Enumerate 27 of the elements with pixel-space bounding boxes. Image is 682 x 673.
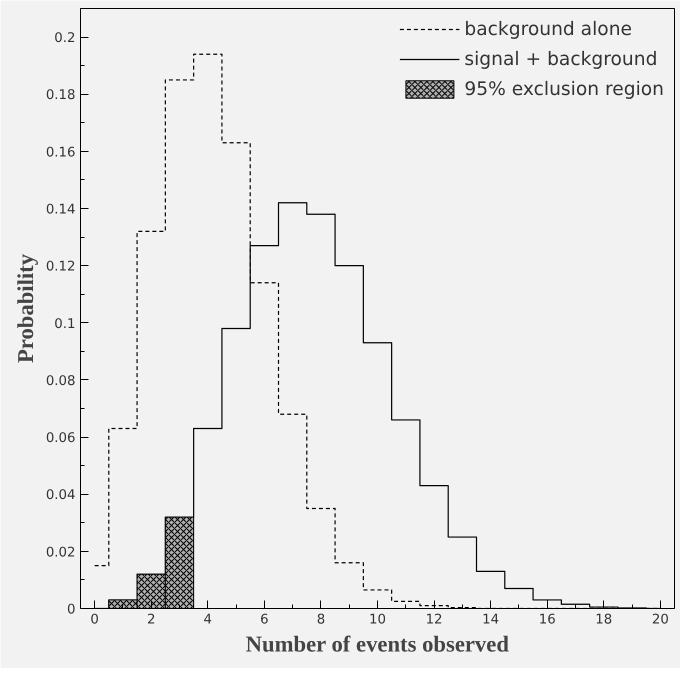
x-tick-label: 20	[652, 612, 669, 628]
y-tick-label: 0.12	[46, 260, 76, 275]
legend-label: background alone	[464, 18, 632, 40]
y-axis-title: Probability	[12, 253, 38, 364]
x-tick-label: 18	[595, 612, 612, 628]
legend-label: signal + background	[464, 48, 658, 70]
x-tick-label: 16	[538, 612, 556, 628]
y-tick-label: 0.08	[46, 374, 76, 389]
y-tick-label: 0.2	[54, 31, 76, 46]
x-tick-label: 4	[204, 612, 212, 628]
y-tick-label: 0.02	[46, 545, 76, 560]
x-tick-label: 0	[90, 612, 99, 628]
y-tick-label: 0.14	[46, 202, 76, 218]
y-tick-label: 0.04	[46, 488, 76, 504]
y-tick-label: 0.18	[46, 88, 76, 104]
x-tick-label: 14	[482, 612, 500, 628]
x-axis-title: Number of events observed	[246, 632, 510, 656]
y-tick-label: 0	[67, 602, 76, 618]
legend-label: 95% exclusion region	[464, 78, 664, 100]
x-tick-label: 10	[369, 612, 386, 628]
x-tick-label: 8	[316, 612, 326, 628]
x-tick-label: 2	[146, 612, 156, 628]
x-tick-label: 6	[260, 612, 269, 628]
y-tick-label: 0.16	[46, 145, 76, 160]
x-tick-label: 12	[426, 612, 443, 628]
y-tick-label: 0.1	[54, 316, 76, 332]
y-tick-label: 0.06	[46, 431, 76, 446]
